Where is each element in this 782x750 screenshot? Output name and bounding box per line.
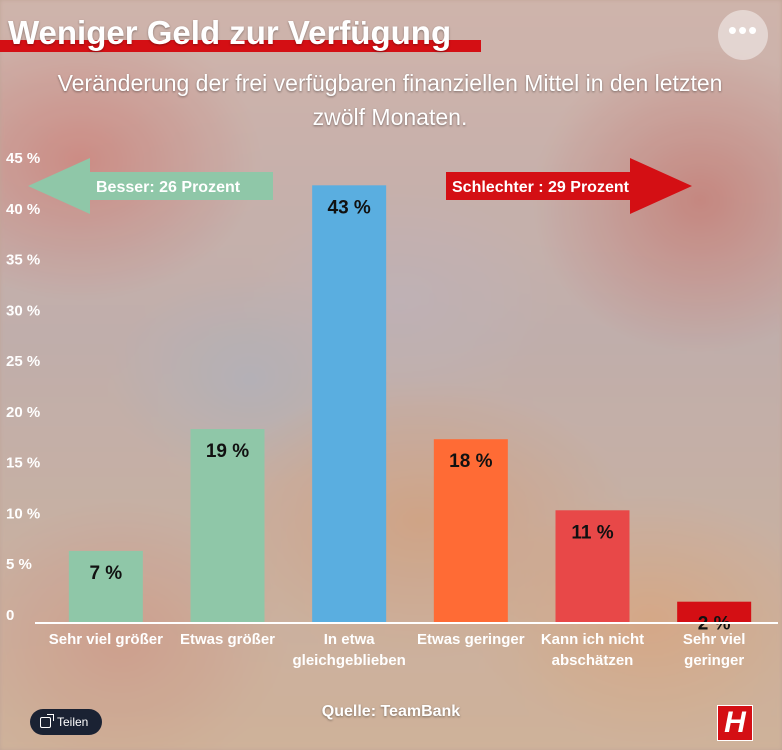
brand-logo[interactable]: H xyxy=(717,705,753,741)
bar xyxy=(555,510,630,622)
bar-value-label: 7 % xyxy=(89,563,122,584)
bar xyxy=(433,439,508,622)
bar-value-label: 2 % xyxy=(698,614,731,635)
share-label: Teilen xyxy=(57,715,89,729)
title-underline-bar xyxy=(0,40,481,52)
y-tick-label: 30 % xyxy=(6,302,40,319)
y-tick-label: 10 % xyxy=(6,505,40,522)
arrow-left-label: Besser: 26 Prozent xyxy=(96,179,241,196)
bar xyxy=(677,601,752,622)
bar-value-label: 18 % xyxy=(449,451,492,472)
x-category-label: Etwas geringer xyxy=(417,631,525,648)
bar xyxy=(68,550,143,622)
bar-chart: 0 5 % 10 % 15 % 20 % 25 % 30 % 35 % 40 % 45 % 7 % S… xyxy=(6,150,778,669)
page-title: Weniger Geld zur Verfügung xyxy=(8,14,452,51)
y-tick-label: 0 xyxy=(6,607,14,624)
arrow-right-shape xyxy=(446,158,692,214)
y-tick-label: 15 % xyxy=(6,455,40,472)
arrow-left-shape xyxy=(28,158,273,214)
bar-value-label: 11 % xyxy=(571,522,613,543)
bar xyxy=(312,185,387,623)
x-category-label: abschätzen xyxy=(552,652,634,669)
y-tick-label: 40 % xyxy=(6,201,40,218)
y-tick-label: 35 % xyxy=(6,252,40,269)
y-tick-label: 20 % xyxy=(6,404,40,421)
chart-subtitle: Veränderung der frei verfügbaren finanzi… xyxy=(57,70,723,130)
bar xyxy=(190,429,265,622)
y-tick-label: 5 % xyxy=(6,556,32,573)
x-category-label: Sehr viel größer xyxy=(49,631,163,648)
x-category-label: Kann ich nicht xyxy=(541,631,644,648)
x-category-label: In etwa xyxy=(324,631,376,648)
bar-value-label: 43 % xyxy=(328,197,371,218)
x-category-label: Etwas größer xyxy=(180,631,275,648)
x-category-label: Sehr viel xyxy=(683,631,746,648)
x-category-label: geringer xyxy=(684,652,744,669)
more-options-button[interactable]: ••• xyxy=(718,10,768,60)
share-button[interactable]: Teilen xyxy=(30,709,103,735)
y-tick-label: 25 % xyxy=(6,353,40,370)
x-category-label: gleichgeblieben xyxy=(292,652,405,669)
y-tick-label: 45 % xyxy=(6,150,40,167)
bar-value-label: 19 % xyxy=(206,441,249,462)
share-icon xyxy=(40,713,54,728)
arrow-right-label: Schlechter : 29 Prozent xyxy=(452,179,630,196)
source-note: Quelle: TeamBank xyxy=(321,703,461,720)
more-icon: ••• xyxy=(727,15,759,45)
